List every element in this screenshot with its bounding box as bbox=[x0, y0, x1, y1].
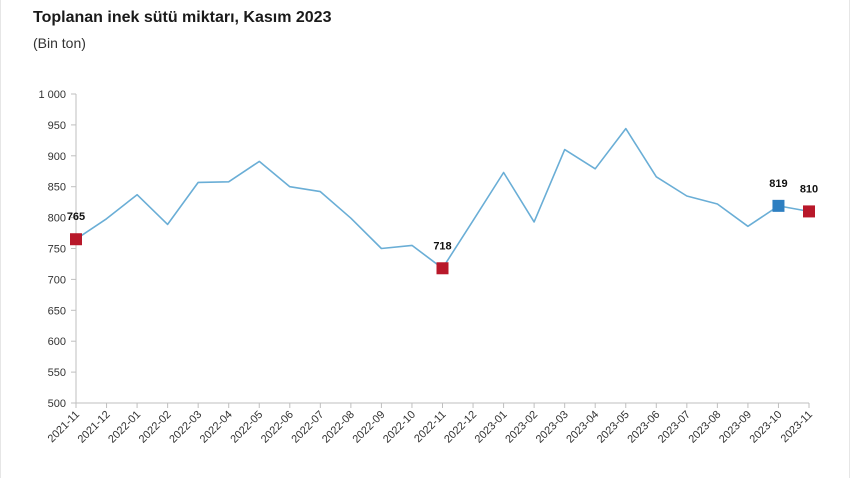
x-tick-label: 2022-11 bbox=[412, 409, 448, 445]
x-tick-label: 2023-01 bbox=[473, 409, 510, 446]
x-tick-label: 2023-10 bbox=[748, 409, 785, 446]
data-label: 765 bbox=[67, 211, 85, 223]
y-tick-label: 800 bbox=[48, 213, 66, 225]
data-label: 810 bbox=[800, 183, 818, 195]
x-tick-label: 2023-11 bbox=[779, 409, 815, 445]
y-tick-label: 500 bbox=[48, 398, 66, 410]
x-tick-label: 2022-01 bbox=[106, 409, 143, 446]
x-tick-label: 2023-09 bbox=[717, 409, 754, 446]
y-tick-label: 550 bbox=[48, 367, 66, 379]
y-tick-label: 850 bbox=[48, 182, 66, 194]
x-tick-label: 2022-02 bbox=[137, 409, 174, 446]
chart-subtitle: (Bin ton) bbox=[33, 35, 86, 51]
x-tick-label: 2023-02 bbox=[503, 409, 540, 446]
data-label: 819 bbox=[769, 178, 787, 190]
highlight-marker bbox=[803, 205, 815, 218]
x-tick-label: 2022-07 bbox=[289, 409, 326, 446]
x-tick-label: 2023-07 bbox=[656, 409, 693, 446]
y-tick-label: 700 bbox=[48, 274, 66, 286]
x-tick-label: 2022-06 bbox=[259, 409, 296, 446]
y-tick-label: 600 bbox=[48, 336, 66, 348]
highlight-marker bbox=[772, 199, 785, 212]
x-tick-label: 2023-03 bbox=[534, 409, 571, 446]
y-tick-label: 900 bbox=[48, 151, 66, 163]
x-tick-label: 2023-08 bbox=[686, 409, 723, 446]
x-tick-label: 2021-11 bbox=[46, 409, 82, 445]
highlight-marker bbox=[70, 233, 82, 246]
x-tick-label: 2022-04 bbox=[198, 409, 235, 446]
y-tick-label: 650 bbox=[48, 305, 66, 317]
x-tick-label: 2023-04 bbox=[564, 409, 601, 446]
x-tick-label: 2022-08 bbox=[320, 409, 357, 446]
y-tick-label: 950 bbox=[48, 120, 66, 132]
highlight-marker bbox=[436, 262, 449, 275]
x-tick-label: 2022-12 bbox=[442, 409, 479, 446]
x-tick-label: 2022-10 bbox=[381, 409, 418, 446]
x-tick-label: 2023-06 bbox=[625, 409, 662, 446]
x-tick-label: 2022-03 bbox=[167, 409, 204, 446]
data-label: 718 bbox=[433, 240, 451, 252]
x-tick-label: 2022-09 bbox=[351, 409, 388, 446]
chart-title: Toplanan inek sütü miktarı, Kasım 2023 bbox=[33, 9, 332, 26]
x-tick-label: 2023-05 bbox=[595, 409, 632, 446]
x-tick-label: 2021-12 bbox=[76, 409, 113, 446]
x-tick-label: 2022-05 bbox=[228, 409, 265, 446]
y-tick-label: 750 bbox=[48, 244, 66, 256]
y-tick-label: 1 000 bbox=[38, 89, 66, 101]
